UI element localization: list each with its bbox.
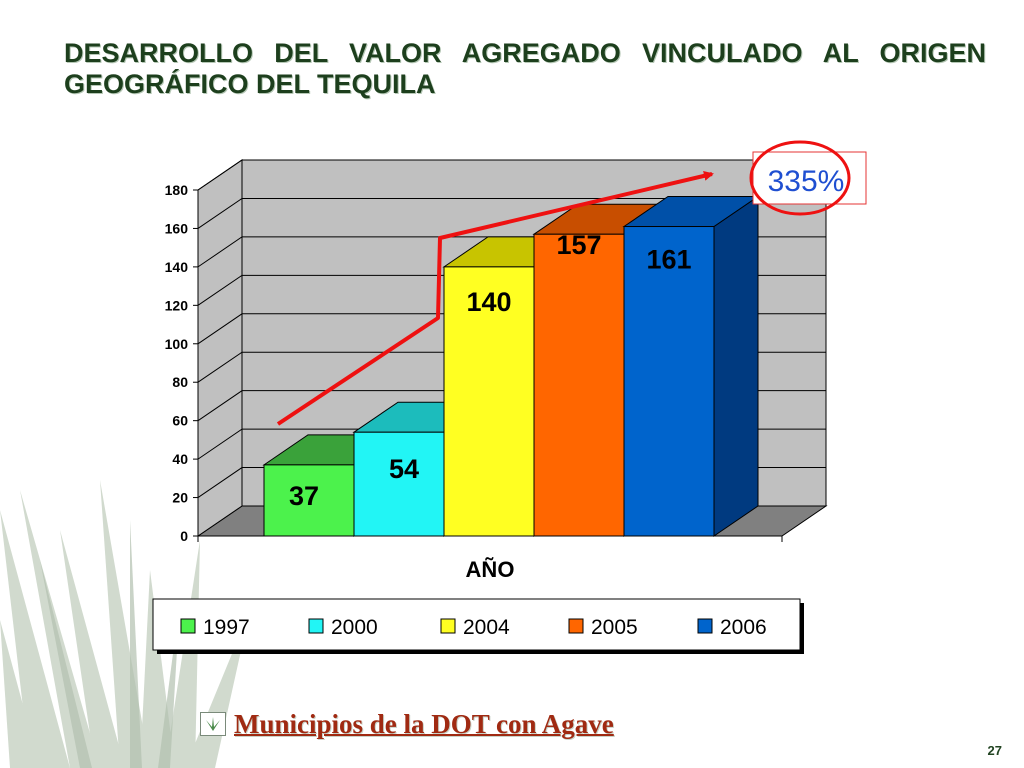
page-number: 27 (987, 743, 1002, 758)
bar-front (443, 266, 535, 537)
y-tick-label: 60 (172, 413, 188, 429)
legend-swatch-2006 (697, 618, 713, 634)
gridline (197, 197, 826, 229)
y-tick-label: 40 (172, 451, 188, 467)
gridline (197, 159, 826, 191)
legend-swatch-2000 (308, 618, 324, 634)
legend-label-2005: 2005 (591, 616, 638, 639)
data-label-1997: 37 (289, 481, 319, 511)
data-label-2005: 157 (556, 230, 601, 260)
bar-front (353, 431, 445, 537)
bar-side (713, 195, 759, 537)
slide-title: DESARROLLO DEL VALOR AGREGADO VINCULADO … (64, 38, 986, 99)
agave-icon (200, 712, 226, 736)
chart-side-wall (197, 159, 243, 537)
bar-front (263, 464, 355, 537)
bar-front (533, 233, 625, 537)
legend-label-2000: 2000 (331, 616, 378, 639)
data-label-2000: 54 (389, 454, 419, 484)
y-tick-label: 0 (180, 528, 188, 544)
legend-label-2004: 2004 (463, 616, 510, 639)
bar-front (623, 226, 715, 537)
legend (152, 598, 801, 651)
y-tick-label: 80 (172, 374, 188, 390)
municipios-agave-link-text: Municipios de la DOT con Agave (234, 708, 614, 739)
x-axis-title: AÑO (466, 557, 515, 582)
percent-callout-text: 335% (768, 165, 845, 198)
data-label-2006: 161 (646, 245, 691, 275)
municipios-agave-link[interactable]: Municipios de la DOT con Agave (200, 704, 614, 744)
percent-callout-box (752, 151, 867, 205)
legend-label-2006: 2006 (720, 616, 767, 639)
growth-arrow (276, 170, 714, 426)
data-label-2004: 140 (466, 287, 511, 317)
legend-swatch-2005 (568, 618, 584, 634)
y-tick-label: 100 (165, 336, 189, 352)
legend-label-1997: 1997 (203, 616, 250, 639)
y-tick-label: 180 (165, 182, 189, 198)
y-tick-label: 160 (165, 220, 189, 236)
y-tick-label: 120 (165, 297, 189, 313)
legend-swatch-1997 (180, 618, 196, 634)
y-tick-label: 20 (172, 490, 188, 506)
percent-callout-circle (749, 140, 851, 216)
y-tick-label: 140 (165, 259, 189, 275)
bar-2006 (622, 195, 760, 537)
legend-swatch-2004 (440, 618, 456, 634)
